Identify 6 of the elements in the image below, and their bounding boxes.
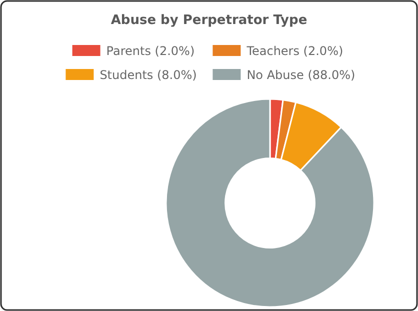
legend-label: Teachers (2.0%) bbox=[246, 44, 344, 58]
chart-title: Abuse by Perpetrator Type bbox=[110, 13, 308, 28]
legend-label: Students (8.0%) bbox=[100, 68, 197, 82]
legend-label: No Abuse (88.0%) bbox=[246, 68, 356, 82]
legend-label: Parents (2.0%) bbox=[106, 44, 195, 58]
donut-slice bbox=[165, 98, 375, 308]
